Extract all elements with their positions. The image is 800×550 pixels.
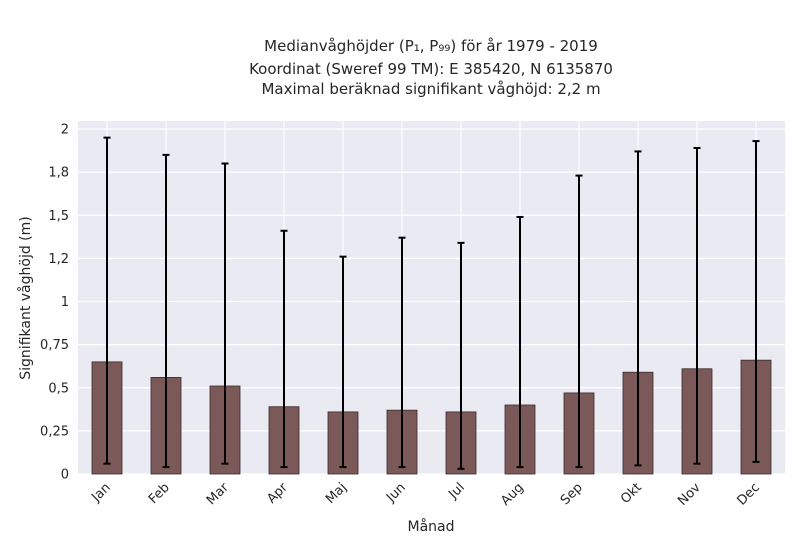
- y-tick-label: 1,2: [48, 252, 69, 267]
- error-bar-maj: [339, 255, 347, 469]
- x-axis-label: Månad: [408, 518, 455, 535]
- error-bar-jun: [398, 236, 406, 469]
- y-axis-label: Signifikant våghöjd (m): [17, 216, 34, 379]
- y-tick-label: 0,75: [40, 338, 69, 353]
- error-bar-jan: [103, 136, 111, 465]
- plot-background: [78, 121, 785, 474]
- x-tick-label: Maj: [323, 480, 350, 507]
- x-tick-labels: Jan Feb Mar Apr Maj Jun Jul Aug Sep Okt Nov Dec: [88, 480, 762, 509]
- y-tick-label: 0: [61, 468, 69, 483]
- y-tick-label: 0,5: [48, 381, 69, 396]
- y-tick-label: 0,25: [40, 424, 69, 439]
- x-tick-label: Apr: [264, 480, 291, 507]
- x-tick-label: Sep: [558, 480, 586, 508]
- y-tick-label: 2: [61, 123, 69, 138]
- chart-title-line-1: Medianvåghöjder (P₁, P₉₉) för år 1979 - …: [264, 37, 598, 55]
- error-bar-feb: [162, 153, 170, 469]
- chart-title-line-2: Koordinat (Sweref 99 TM): E 385420, N 61…: [249, 60, 613, 78]
- y-tick-labels: 0 0,25 0,5 0,75 1 1,2 1,5 1,8 2: [40, 123, 69, 483]
- error-bar-mar: [221, 162, 229, 465]
- y-tick-label: 1,5: [48, 209, 69, 224]
- error-bar-dec: [752, 140, 760, 463]
- error-bars: [103, 136, 760, 470]
- x-tick-label: Jun: [383, 480, 409, 506]
- x-tick-label: Okt: [618, 480, 645, 507]
- y-tick-label: 1,8: [48, 166, 69, 181]
- x-tick-label: Mar: [204, 480, 232, 508]
- x-tick-label: Feb: [146, 480, 173, 507]
- error-bar-apr: [280, 229, 288, 469]
- error-bar-okt: [634, 150, 642, 467]
- error-bar-jul: [457, 241, 465, 470]
- error-bar-nov: [693, 146, 701, 465]
- x-tick-label: Dec: [734, 480, 762, 508]
- x-tick-label: Aug: [498, 480, 527, 509]
- error-bar-sep: [575, 174, 583, 469]
- error-bar-aug: [516, 215, 524, 469]
- x-tick-label: Jul: [445, 480, 467, 502]
- x-tick-label: Jan: [88, 480, 113, 505]
- chart-title-line-3: Maximal beräknad signifikant våghöjd: 2,…: [261, 80, 600, 98]
- y-tick-label: 1: [61, 295, 69, 310]
- x-tick-label: Nov: [675, 480, 704, 509]
